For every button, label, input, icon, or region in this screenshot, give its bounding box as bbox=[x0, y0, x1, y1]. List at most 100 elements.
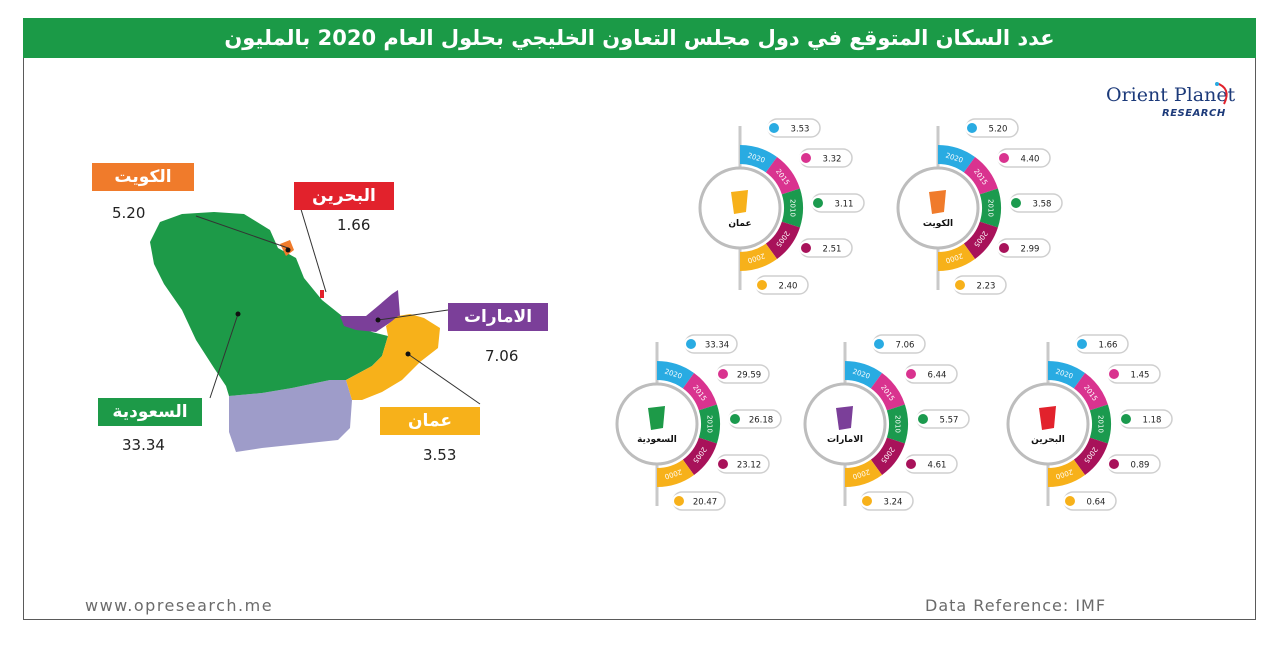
pill-dot bbox=[1119, 412, 1133, 426]
brand-sub: RESEARCH bbox=[1162, 108, 1226, 119]
pill-dot bbox=[953, 278, 967, 292]
value-label: 3.58 bbox=[1033, 200, 1052, 210]
ring-segment-2005 bbox=[682, 437, 717, 475]
map-value-kuwait: 5.20 bbox=[112, 204, 146, 222]
pill-dot bbox=[997, 151, 1011, 165]
oman-region bbox=[346, 314, 440, 400]
ring-segment-2000 bbox=[657, 459, 695, 487]
ring-year-label: 2010 bbox=[987, 199, 995, 217]
value-label: 33.34 bbox=[705, 341, 729, 351]
pill-dot bbox=[1107, 457, 1121, 471]
pill-dot bbox=[755, 278, 769, 292]
value-label: 7.06 bbox=[896, 341, 915, 351]
footer-website: www.opresearch.me bbox=[85, 596, 274, 615]
map-label-saudi: السعودية bbox=[98, 398, 202, 426]
brand-swoosh-icon bbox=[1215, 82, 1228, 105]
map-value-saudi: 33.34 bbox=[122, 436, 165, 454]
country-name: السعودية bbox=[637, 435, 677, 445]
ring-segment-2010 bbox=[698, 404, 721, 444]
country-shape-icon bbox=[1039, 406, 1056, 430]
value-label: 3.53 bbox=[791, 125, 810, 135]
pill-dot bbox=[811, 196, 825, 210]
title-bar bbox=[23, 18, 1256, 58]
ring-segment-2005 bbox=[765, 221, 800, 259]
map-label-bahrain: البحرين bbox=[294, 182, 394, 210]
ring-segment-2015 bbox=[682, 373, 717, 411]
country-shape-icon bbox=[731, 190, 748, 214]
value-label: 2.99 bbox=[1021, 245, 1040, 255]
map-value-uae: 7.06 bbox=[485, 347, 519, 365]
value-label: 3.11 bbox=[835, 200, 854, 210]
ring-year-label: 2010 bbox=[789, 199, 797, 217]
yemen-region bbox=[229, 380, 352, 452]
ring-segment-2010 bbox=[1089, 404, 1111, 444]
value-label: 3.32 bbox=[823, 155, 842, 165]
pill-dot bbox=[799, 241, 813, 255]
value-label: 1.66 bbox=[1099, 341, 1118, 351]
map-label-uae: الامارات bbox=[448, 303, 548, 331]
ring-segment-2005 bbox=[870, 437, 905, 475]
country-shape-icon bbox=[648, 406, 665, 430]
country-name: الامارات bbox=[827, 435, 863, 445]
value-label: 4.40 bbox=[1021, 155, 1040, 165]
value-label: 1.18 bbox=[1143, 416, 1162, 426]
value-label: 4.61 bbox=[928, 461, 947, 471]
value-label: 2.51 bbox=[823, 245, 842, 255]
ring-segment-2020 bbox=[657, 361, 695, 389]
pill-dot bbox=[1107, 367, 1121, 381]
pill-dot bbox=[872, 337, 886, 351]
value-label: 6.44 bbox=[928, 371, 947, 381]
pill-dot bbox=[904, 367, 918, 381]
value-label: 26.18 bbox=[749, 416, 773, 426]
ring-segment-2010 bbox=[781, 188, 804, 228]
value-label: 0.89 bbox=[1131, 461, 1150, 471]
ring-segment-2005 bbox=[963, 221, 998, 259]
country-shape-icon bbox=[929, 190, 946, 214]
brand-name: Orient Planet bbox=[1106, 84, 1236, 106]
map-label-oman: عمان bbox=[380, 407, 480, 435]
pill-dot bbox=[997, 241, 1011, 255]
ring-segment-2020 bbox=[845, 361, 883, 389]
pill-dot bbox=[965, 121, 979, 135]
value-label: 3.24 bbox=[884, 498, 903, 508]
pill-dot bbox=[672, 494, 686, 508]
pill-dot bbox=[767, 121, 781, 135]
map-label-kuwait: الكويت bbox=[92, 163, 194, 191]
pill-dot bbox=[904, 457, 918, 471]
value-label: 2.23 bbox=[977, 282, 996, 292]
map-value-oman: 3.53 bbox=[423, 446, 457, 464]
country-name: عمان bbox=[728, 219, 751, 229]
value-label: 20.47 bbox=[693, 498, 717, 508]
value-label: 0.64 bbox=[1087, 498, 1106, 508]
ring-segment-2000 bbox=[845, 459, 883, 487]
value-label: 5.20 bbox=[989, 125, 1008, 135]
ring-segment-2020 bbox=[938, 145, 976, 173]
ring-segment-2005 bbox=[1073, 437, 1108, 475]
ring-segment-2015 bbox=[1073, 373, 1108, 411]
pill-dot bbox=[799, 151, 813, 165]
value-label: 29.59 bbox=[737, 371, 761, 381]
value-label: 5.57 bbox=[940, 416, 959, 426]
pill-dot bbox=[716, 367, 730, 381]
ring-segment-2020 bbox=[1048, 361, 1086, 389]
pill-dot bbox=[860, 494, 874, 508]
pill-dot bbox=[1075, 337, 1089, 351]
map-value-bahrain: 1.66 bbox=[337, 216, 371, 234]
ring-segment-2000 bbox=[1048, 459, 1086, 487]
uae-region bbox=[340, 290, 400, 332]
ring-segment-2020 bbox=[740, 145, 778, 173]
country-shape-icon bbox=[836, 406, 853, 430]
ring-year-label: 2010 bbox=[894, 415, 902, 433]
pill-dot bbox=[1063, 494, 1077, 508]
ring-year-label: 2010 bbox=[1097, 415, 1105, 433]
value-label: 23.12 bbox=[737, 461, 761, 471]
value-label: 1.45 bbox=[1131, 371, 1150, 381]
saudi-region bbox=[150, 212, 388, 396]
pill-dot bbox=[684, 337, 698, 351]
ring-segment-2000 bbox=[938, 243, 976, 271]
chart-title: عدد السكان المتوقع في دول مجلس التعاون ا… bbox=[224, 26, 1055, 50]
pill-dot bbox=[916, 412, 930, 426]
pill-dot bbox=[728, 412, 742, 426]
